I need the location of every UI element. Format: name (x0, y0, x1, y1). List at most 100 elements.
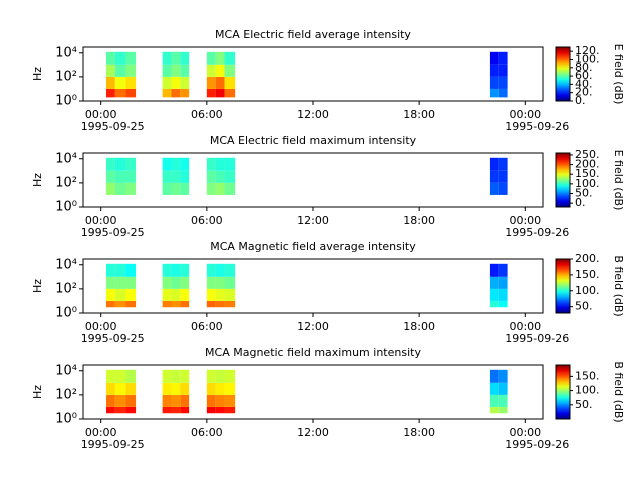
colorbar-tick-label: 120. (575, 44, 600, 57)
heat-cell (125, 170, 137, 183)
heat-cell (206, 276, 216, 289)
heat-cell (114, 406, 126, 414)
heat-cell (180, 88, 190, 98)
heat-cell (489, 88, 499, 98)
heat-cell (489, 64, 499, 77)
heat-cell (224, 76, 236, 89)
heat-cell (206, 51, 216, 65)
heat-cell (106, 51, 115, 65)
colorbar-tick-label: 150. (575, 268, 600, 281)
heat-cell (162, 263, 172, 277)
date-label: 1995-09-26 (505, 226, 569, 239)
heat-cell (180, 406, 190, 414)
heat-cell (125, 276, 137, 289)
x-tick-label: 06:00 (191, 320, 223, 333)
heat-cell (162, 157, 172, 171)
heat-cell (180, 276, 190, 289)
heat-cell (206, 300, 216, 308)
y-tick-label: 10⁰ (55, 200, 77, 215)
heat-cell (215, 300, 225, 308)
plot-frame (82, 258, 544, 314)
colorbar-tick-label: 0. (575, 94, 586, 107)
heat-cell (162, 288, 172, 301)
heat-cell (125, 382, 137, 395)
heat-cell (171, 88, 181, 98)
x-tick-label: 12:00 (297, 320, 329, 333)
x-tick-label: 00:00 (509, 426, 541, 439)
heat-cell (171, 394, 181, 407)
y-tick-label: 10⁴ (55, 257, 77, 272)
x-tick-label: 00:00 (85, 320, 117, 333)
y-tick-label: 10² (55, 69, 77, 84)
colorbar-tick-label: 60. (575, 69, 593, 82)
heat-cell (106, 170, 115, 183)
heat-cell (114, 76, 126, 89)
colorbar-tick-label: 0. (575, 196, 586, 209)
panel-title: MCA Electric field average intensity (215, 28, 411, 41)
heat-cell (114, 288, 126, 301)
heat-cell (162, 88, 172, 98)
heat-cell (114, 170, 126, 183)
heat-cell (180, 76, 190, 89)
heat-cell (125, 406, 137, 414)
heat-cell (162, 406, 172, 414)
heat-cell (180, 51, 190, 65)
heat-cell (498, 182, 508, 195)
heat-cell (224, 406, 236, 414)
heat-cell (106, 88, 115, 98)
y-tick-label: 10⁰ (55, 412, 77, 427)
y-tick-label: 10² (55, 281, 77, 296)
heat-cell (171, 369, 181, 383)
heat-cell (171, 263, 181, 277)
heat-cell (171, 76, 181, 89)
heat-cell (215, 369, 225, 383)
heat-cell (215, 182, 225, 195)
heat-cell (180, 64, 190, 77)
heat-cell (215, 406, 225, 414)
date-label: 1995-09-26 (505, 438, 569, 451)
heat-cell (162, 276, 172, 289)
x-tick-label: 12:00 (297, 426, 329, 439)
heat-cell (106, 369, 115, 383)
heat-cell (224, 51, 236, 65)
heat-cell (171, 382, 181, 395)
x-tick-label: 12:00 (297, 214, 329, 227)
heat-cell (224, 64, 236, 77)
heat-cell (114, 51, 126, 65)
heat-cell (180, 157, 190, 171)
heat-cell (206, 64, 216, 77)
heat-cell (489, 382, 499, 395)
heat-cell (180, 182, 190, 195)
heat-cell (125, 64, 137, 77)
heat-cell (106, 394, 115, 407)
x-tick-label: 18:00 (403, 214, 435, 227)
heat-cell (498, 288, 508, 301)
heat-cell (489, 157, 499, 171)
colorbar-tick-label: 100. (575, 284, 600, 297)
heat-cell (171, 170, 181, 183)
heat-cell (206, 382, 216, 395)
x-tick-label: 00:00 (85, 426, 117, 439)
heat-cell (489, 369, 499, 383)
heat-cell (206, 182, 216, 195)
plot-frame (82, 364, 544, 420)
heat-cell (224, 88, 236, 98)
heat-cell (106, 288, 115, 301)
y-tick-label: 10⁰ (55, 94, 77, 109)
heat-cell (224, 157, 236, 171)
heat-cell (125, 88, 137, 98)
heat-cell (498, 170, 508, 183)
colorbar-tick-label: 50. (575, 187, 593, 200)
colorbar-tick-label: 200. (575, 158, 600, 171)
colorbar (555, 364, 571, 420)
heat-cell (171, 406, 181, 414)
panel-title: MCA Magnetic field maximum intensity (205, 346, 421, 359)
x-tick-label: 00:00 (509, 214, 541, 227)
heat-cell (224, 182, 236, 195)
heat-cell (162, 170, 172, 183)
heat-cell (498, 276, 508, 289)
heat-cell (162, 369, 172, 383)
heat-cell (224, 170, 236, 183)
heat-cell (162, 394, 172, 407)
